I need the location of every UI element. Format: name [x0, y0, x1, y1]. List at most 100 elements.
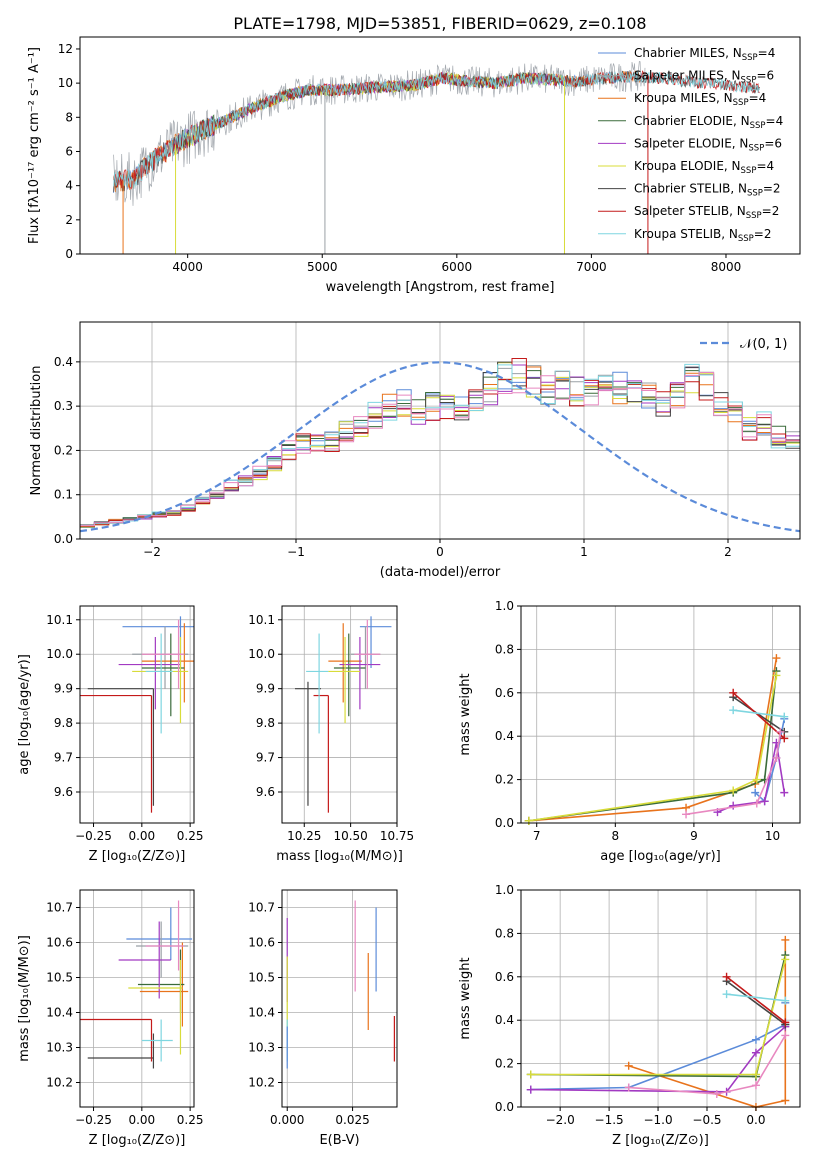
x-tick-label: −0.5 — [692, 1113, 721, 1127]
y-axis-label: Flux [fλ10⁻¹⁷ erg cm⁻² s⁻¹ A⁻¹] — [27, 47, 42, 244]
x-tick-label: 0 — [436, 545, 444, 559]
mass-weight-line — [726, 980, 786, 1026]
errorbar-point — [122, 616, 194, 668]
mass-weight-line — [733, 709, 785, 718]
axes-frame — [79, 889, 195, 1108]
mass-weight-line — [628, 1034, 786, 1095]
x-tick-label: 10 — [765, 829, 780, 843]
y-tick-label: 0.4 — [495, 729, 514, 743]
y-tick-label: 0.6 — [495, 970, 514, 984]
x-tick-label: −0.25 — [75, 1113, 112, 1127]
x-tick-label: 0.025 — [335, 1113, 369, 1127]
x-tick-label: 0.00 — [128, 829, 155, 843]
mass-weight-marker — [781, 955, 790, 964]
normal-curve — [79, 361, 801, 533]
mass-weight-marker — [526, 1085, 535, 1094]
x-tick-label: 5000 — [307, 260, 338, 274]
x-tick-label: −1.5 — [595, 1113, 624, 1127]
x-axis-label: (data-model)/error — [380, 565, 501, 580]
errorbar-point — [333, 633, 366, 717]
mass-weight-marker — [781, 1096, 790, 1105]
mass-weight-marker — [729, 801, 738, 810]
mass-weight-marker — [722, 972, 731, 981]
x-tick-label: −2 — [143, 545, 161, 559]
mass-weight-marker — [781, 996, 790, 1005]
mass-weight-line — [726, 993, 786, 1002]
axes-frame — [281, 889, 398, 1108]
y-tick-label: 4 — [65, 179, 73, 193]
errorbar-point — [87, 1033, 155, 1069]
axes-frame — [79, 36, 801, 255]
axes-frame — [520, 889, 801, 1108]
legend-entry: Salpeter STELIB, NSSP=2 — [634, 204, 779, 221]
legend-entry: Salpeter ELODIE, NSSP=6 — [634, 136, 782, 153]
mass-weight-line — [528, 671, 778, 822]
x-tick-label: −1.0 — [643, 1113, 672, 1127]
x-axis-label: Z [log₁₀(Z/Z⊙)] — [89, 849, 186, 864]
x-axis-label: age [log₁₀(age/yr)] — [600, 849, 721, 864]
axes-frame — [281, 605, 398, 824]
x-tick-label: 6000 — [442, 260, 473, 274]
mass-weight-marker — [624, 1083, 633, 1092]
legend-entry: 𝒩(0, 1) — [740, 337, 787, 352]
axes-frame — [79, 605, 195, 824]
y-tick-label: 0.0 — [495, 816, 514, 830]
y-tick-label: 10.4 — [248, 1006, 275, 1020]
y-tick-label: 0.2 — [495, 773, 514, 787]
errorbar-point — [118, 921, 171, 999]
mass-weight-line — [685, 731, 782, 816]
errorbar-point — [306, 633, 329, 734]
y-tick-label: 10.0 — [248, 647, 275, 661]
errorbar-point — [145, 633, 173, 734]
y-tick-label: 9.9 — [256, 682, 275, 696]
legend-entry: Chabrier STELIB, NSSP=2 — [634, 182, 781, 199]
legend-entry: Salpeter MILES, NSSP=6 — [634, 69, 774, 86]
mass-weight-marker — [760, 797, 769, 806]
y-tick-label: 0.2 — [495, 1057, 514, 1071]
y-tick-label: 9.7 — [256, 751, 275, 765]
legend-entry: Kroupa STELIB, NSSP=2 — [634, 227, 772, 244]
errorbar-point — [354, 619, 381, 689]
y-tick-label: 1.0 — [495, 599, 514, 613]
mass-weight-line — [528, 657, 778, 822]
y-tick-label: 6 — [65, 144, 73, 158]
mass-weight-marker — [752, 799, 761, 808]
errorbar-point — [128, 960, 183, 1055]
y-tick-label: 10.3 — [46, 1041, 73, 1055]
histogram-step — [80, 372, 800, 527]
errorbar-point — [359, 616, 392, 668]
mass-weight-line — [732, 692, 785, 739]
mass-weight-marker — [524, 816, 533, 825]
x-tick-label: 8 — [611, 829, 619, 843]
mass-weight-marker — [751, 1081, 760, 1090]
x-tick-label: 8000 — [711, 260, 742, 274]
legend-entry: Chabrier ELODIE, NSSP=4 — [634, 114, 783, 131]
y-tick-label: 10.1 — [46, 613, 73, 627]
mass-weight-marker — [776, 727, 785, 736]
mass-weight-marker — [729, 706, 738, 715]
y-tick-label: 10.1 — [248, 613, 275, 627]
mass-weight-marker — [751, 1035, 760, 1044]
x-tick-label: 9 — [690, 829, 698, 843]
mass-weight-marker — [729, 688, 738, 697]
mass-weight-marker — [772, 753, 781, 762]
y-tick-label: 0.3 — [54, 399, 73, 413]
x-tick-label: 0.00 — [128, 1113, 155, 1127]
x-tick-label: 7000 — [576, 260, 607, 274]
x-tick-label: −2.0 — [546, 1113, 575, 1127]
errorbar-point — [145, 900, 185, 971]
y-axis-label: mass weight — [458, 957, 473, 1039]
x-tick-label: 10.50 — [333, 829, 367, 843]
x-tick-label: 0.0 — [746, 1113, 765, 1127]
y-tick-label: 10.2 — [248, 1076, 275, 1090]
y-tick-label: 0.0 — [54, 532, 73, 546]
spectrum-line-kroupa-stelib — [113, 70, 760, 189]
errorbar-point — [80, 1018, 153, 1062]
errorbar-point — [141, 633, 185, 717]
mass-weight-marker — [624, 1061, 633, 1070]
mass-weight-marker — [780, 788, 789, 797]
y-tick-label: 9.6 — [256, 785, 275, 799]
y-tick-label: 10.5 — [46, 971, 73, 985]
mass-weight-marker — [781, 1031, 790, 1040]
errorbar-point — [118, 637, 181, 710]
